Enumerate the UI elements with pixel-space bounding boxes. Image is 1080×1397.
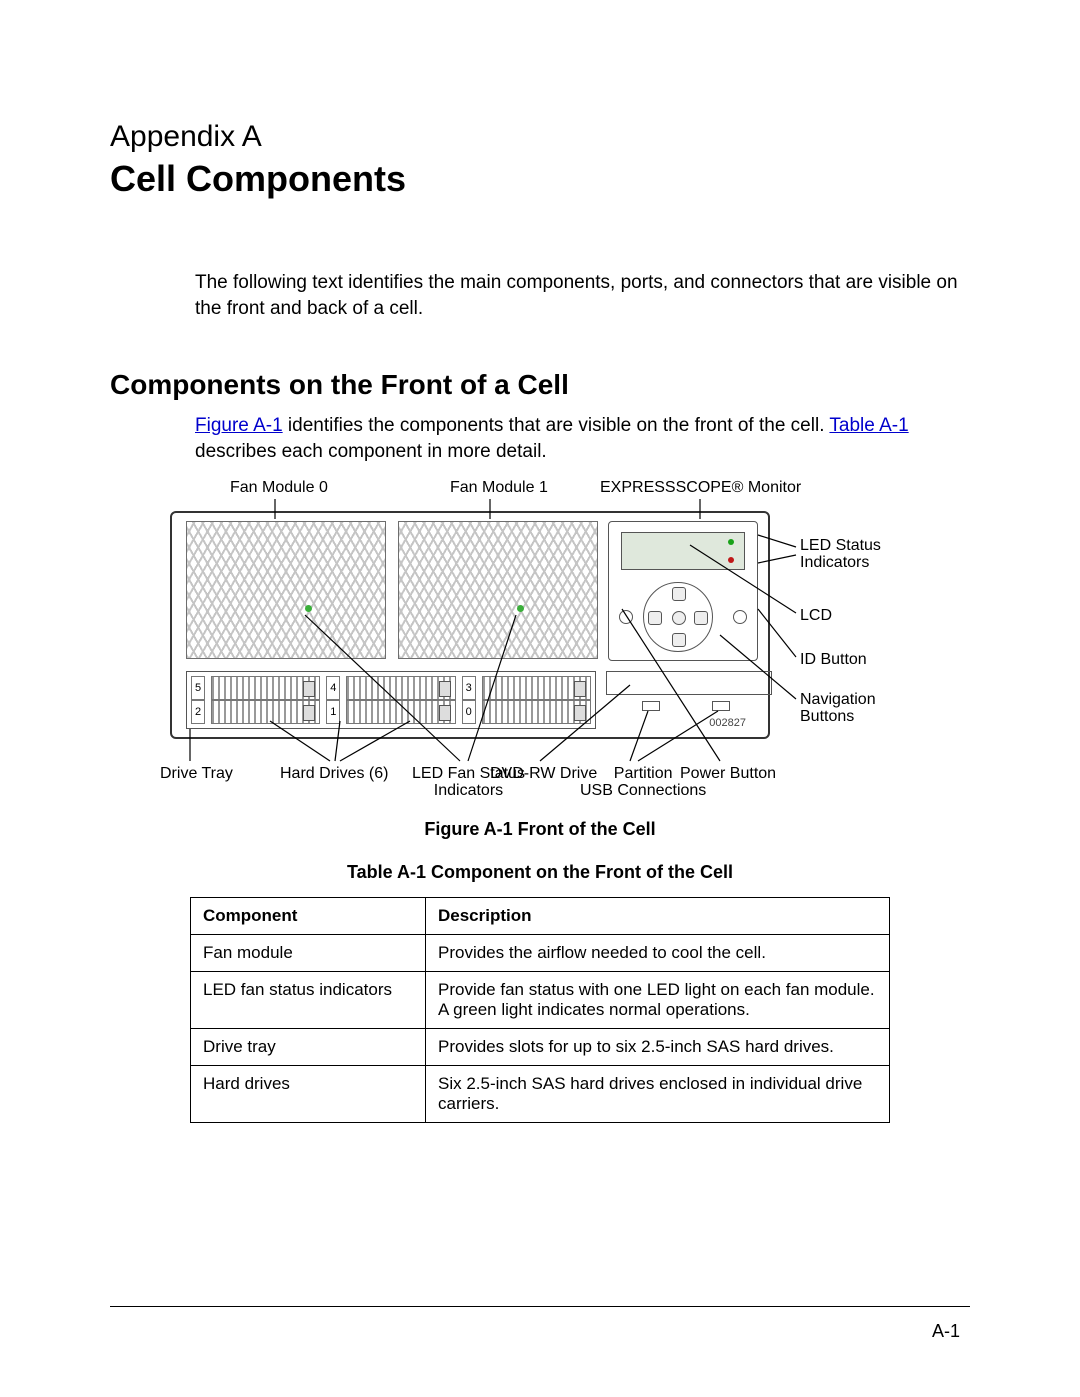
label-nav-buttons: NavigationButtons bbox=[800, 691, 876, 726]
fan-module-1 bbox=[398, 521, 598, 659]
table-row: Hard drives Six 2.5-inch SAS hard drives… bbox=[191, 1065, 890, 1122]
serial-number: 002827 bbox=[709, 717, 746, 729]
cell-description: Provides the airflow needed to cool the … bbox=[426, 934, 890, 971]
label-drive-tray: Drive Tray bbox=[160, 765, 233, 783]
table-row: LED fan status indicators Provide fan st… bbox=[191, 971, 890, 1028]
section-body-text-1: identifies the components that are visib… bbox=[283, 415, 830, 436]
fan0-led-icon bbox=[305, 605, 312, 612]
label-id-button: ID Button bbox=[800, 651, 867, 669]
col-description: Description bbox=[426, 897, 890, 934]
footer-rule bbox=[110, 1306, 970, 1307]
cell-component: Fan module bbox=[191, 934, 426, 971]
table-caption: Table A-1 Component on the Front of the … bbox=[110, 862, 970, 883]
hard-drive bbox=[211, 700, 320, 724]
cell-component: Hard drives bbox=[191, 1065, 426, 1122]
table-header-row: Component Description bbox=[191, 897, 890, 934]
table-row: Drive tray Provides slots for up to six … bbox=[191, 1028, 890, 1065]
nav-right-button[interactable] bbox=[694, 611, 708, 625]
navigation-ring bbox=[643, 582, 713, 652]
hard-drive bbox=[211, 676, 320, 700]
nav-up-button[interactable] bbox=[672, 587, 686, 601]
label-fan-module-1: Fan Module 1 bbox=[450, 479, 548, 497]
cell-description: Provide fan status with one LED light on… bbox=[426, 971, 890, 1028]
dvd-rw-drive bbox=[606, 671, 772, 695]
drive-slot-num: 5 bbox=[191, 676, 205, 700]
fan1-led-icon bbox=[517, 605, 524, 612]
hard-drive bbox=[482, 676, 591, 700]
figure-xref-link[interactable]: Figure A-1 bbox=[195, 415, 283, 436]
expressscope-panel bbox=[608, 521, 758, 661]
drive-slot-num: 2 bbox=[191, 700, 205, 724]
appendix-label: Appendix A bbox=[110, 120, 970, 154]
fan-module-0 bbox=[186, 521, 386, 659]
label-lcd: LCD bbox=[800, 607, 832, 625]
hard-drive bbox=[346, 700, 455, 724]
drive-slot-num: 0 bbox=[462, 700, 476, 724]
cell-description: Six 2.5-inch SAS hard drives enclosed in… bbox=[426, 1065, 890, 1122]
table-row: Fan module Provides the airflow needed t… bbox=[191, 934, 890, 971]
id-button[interactable] bbox=[733, 610, 747, 624]
label-led-status: LED StatusIndicators bbox=[800, 537, 881, 572]
chassis: 5 4 3 2 1 0 002827 bbox=[170, 511, 770, 739]
section-body-text-2: describes each component in more detail. bbox=[195, 441, 547, 462]
figure-a1: Fan Module 0 Fan Module 1 EXPRESSSCOPE® … bbox=[110, 475, 970, 1123]
label-fan-module-0: Fan Module 0 bbox=[230, 479, 328, 497]
drive-tray: 5 4 3 2 1 0 bbox=[186, 671, 596, 729]
section-heading: Components on the Front of a Cell bbox=[110, 369, 970, 401]
nav-left-button[interactable] bbox=[648, 611, 662, 625]
drive-slot-num: 4 bbox=[326, 676, 340, 700]
cell-description: Provides slots for up to six 2.5-inch SA… bbox=[426, 1028, 890, 1065]
col-component: Component bbox=[191, 897, 426, 934]
label-power: Power Button bbox=[680, 765, 776, 783]
usb-port-icon bbox=[642, 701, 660, 711]
page-number: A-1 bbox=[932, 1321, 960, 1342]
nav-down-button[interactable] bbox=[672, 633, 686, 647]
label-hard-drives: Hard Drives (6) bbox=[280, 765, 388, 783]
section-body: Figure A-1 identifies the components tha… bbox=[195, 413, 970, 464]
intro-paragraph: The following text identifies the main c… bbox=[195, 270, 970, 321]
table-xref-link[interactable]: Table A-1 bbox=[829, 415, 908, 436]
power-button[interactable] bbox=[619, 610, 633, 624]
status-led-green-icon bbox=[728, 539, 734, 545]
components-table: Component Description Fan module Provide… bbox=[190, 897, 890, 1123]
cell-component: Drive tray bbox=[191, 1028, 426, 1065]
drive-slot-num: 3 bbox=[462, 676, 476, 700]
cell-front-diagram: Fan Module 0 Fan Module 1 EXPRESSSCOPE® … bbox=[160, 475, 920, 805]
lcd-screen bbox=[621, 532, 745, 570]
hard-drive bbox=[346, 676, 455, 700]
nav-ok-button[interactable] bbox=[672, 611, 686, 625]
usb-port-icon bbox=[712, 701, 730, 711]
figure-caption: Figure A-1 Front of the Cell bbox=[110, 819, 970, 840]
hard-drive bbox=[482, 700, 591, 724]
cell-component: LED fan status indicators bbox=[191, 971, 426, 1028]
status-led-red-icon bbox=[728, 557, 734, 563]
drive-slot-num: 1 bbox=[326, 700, 340, 724]
chapter-title: Cell Components bbox=[110, 158, 970, 200]
label-expressscope: EXPRESSSCOPE® Monitor bbox=[600, 479, 801, 497]
